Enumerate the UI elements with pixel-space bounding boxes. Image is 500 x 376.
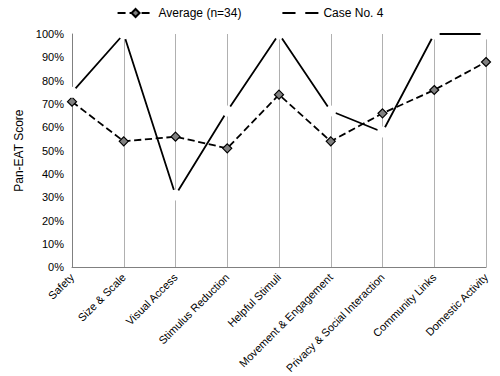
svg-text:Pan-EAT Score: Pan-EAT Score <box>12 109 26 192</box>
svg-text:Case No. 4: Case No. 4 <box>323 6 383 20</box>
svg-text:Safety: Safety <box>46 271 77 302</box>
svg-text:Domestic Activity: Domestic Activity <box>423 271 491 339</box>
svg-text:10%: 10% <box>42 238 64 250</box>
svg-text:70%: 70% <box>42 98 64 110</box>
svg-text:Helpful Stimuli: Helpful Stimuli <box>225 271 283 329</box>
svg-text:80%: 80% <box>42 75 64 87</box>
svg-text:0%: 0% <box>48 261 64 273</box>
svg-text:90%: 90% <box>42 51 64 63</box>
svg-text:100%: 100% <box>36 28 64 40</box>
svg-text:Privacy & Social Interaction: Privacy & Social Interaction <box>284 271 387 374</box>
svg-text:Stimulus Reduction: Stimulus Reduction <box>156 271 231 346</box>
svg-text:50%: 50% <box>42 145 64 157</box>
svg-text:Size & Scale: Size & Scale <box>75 271 128 324</box>
svg-text:Average (n=34): Average (n=34) <box>159 6 242 20</box>
svg-text:20%: 20% <box>42 215 64 227</box>
svg-text:Community Links: Community Links <box>370 271 439 340</box>
svg-text:Visual Access: Visual Access <box>123 271 180 328</box>
svg-text:60%: 60% <box>42 121 64 133</box>
svg-text:40%: 40% <box>42 168 64 180</box>
svg-text:Movement & Engagement: Movement & Engagement <box>237 271 335 369</box>
svg-text:30%: 30% <box>42 191 64 203</box>
